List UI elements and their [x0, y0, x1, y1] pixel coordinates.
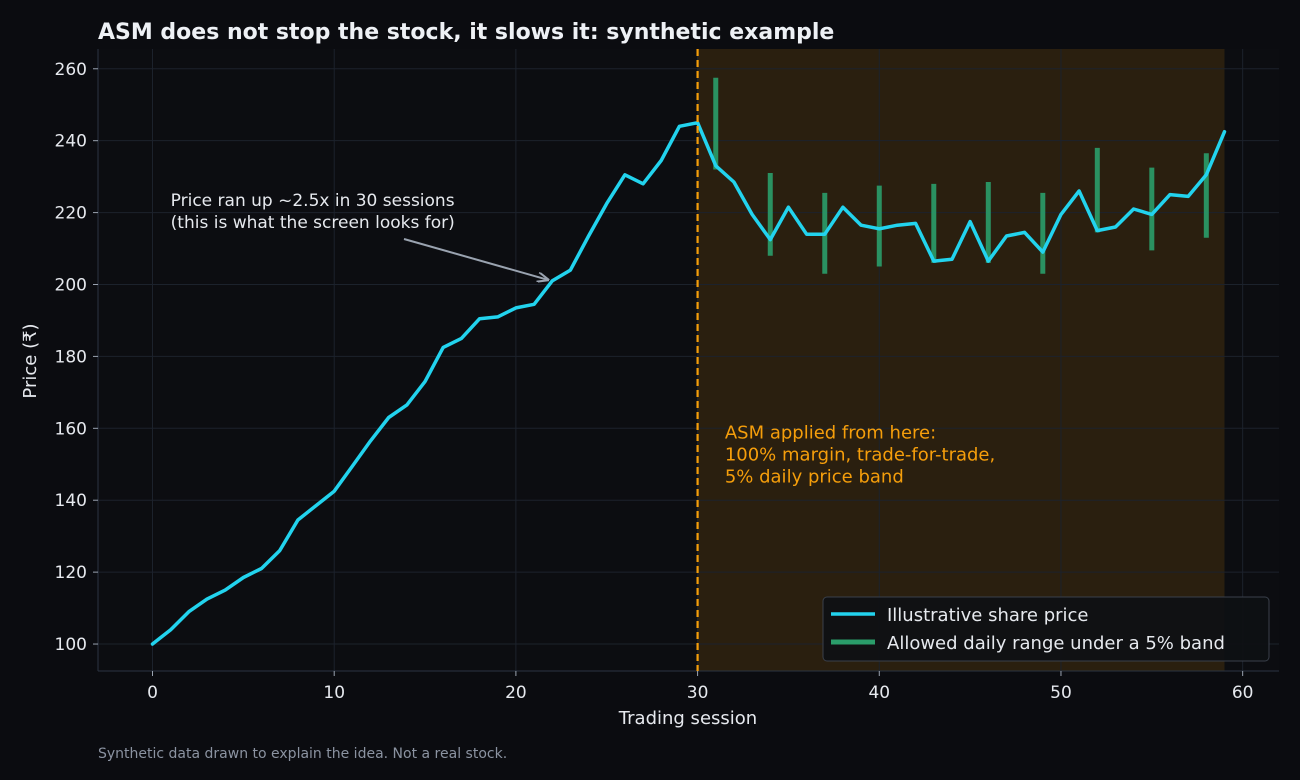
y-tick-label: 260 [55, 60, 87, 80]
annotation-asm-line: 5% daily price band [725, 466, 904, 487]
y-tick-label: 100 [55, 635, 87, 655]
annotation-runup-line: (this is what the screen looks for) [171, 213, 455, 233]
plot-area: 0 10 20 30 40 50 60 100 120 140 160 180 200 220 240 260… [55, 49, 1279, 703]
x-tick-label: 30 [687, 683, 709, 703]
y-tick-label: 180 [55, 347, 87, 367]
x-tick-label: 40 [868, 683, 890, 703]
y-tick-label: 160 [55, 419, 87, 439]
y-tick-label: 240 [55, 132, 87, 152]
y-tick-label: 220 [55, 204, 87, 224]
legend: Illustrative share price Allowed daily ra… [822, 596, 1270, 662]
y-tick-label: 140 [55, 491, 87, 511]
legend-label-price: Illustrative share price [887, 605, 1089, 626]
annotation-asm-line: 100% margin, trade-for-trade, [725, 444, 995, 465]
legend-label-band: Allowed daily range under a 5% band [887, 633, 1225, 654]
y-axis-label: Price (₹) [20, 323, 41, 398]
x-tick-label: 60 [1232, 683, 1254, 703]
x-tick-label: 50 [1050, 683, 1072, 703]
x-tick-label: 20 [505, 683, 527, 703]
y-tick-label: 200 [55, 275, 87, 295]
annotation-runup-line: Price ran up ~2.5x in 30 sessions [171, 191, 455, 211]
asm-shaded-region [697, 49, 1225, 671]
annotation-asm-line: ASM applied from here: [725, 422, 936, 443]
legend-box [822, 596, 1270, 662]
y-tick-label: 120 [55, 563, 87, 583]
price-line [150, 120, 1227, 646]
footnote: Synthetic data drawn to explain the idea… [98, 746, 507, 762]
x-tick-label: 0 [147, 683, 158, 703]
annotation-asm: ASM applied from here: 100% margin, trade… [725, 422, 995, 487]
annotation-arrow [403, 238, 548, 280]
chart-title: ASM does not stop the stock, it slows it… [98, 20, 834, 45]
x-axis-label: Trading session [618, 708, 757, 729]
x-tick-label: 10 [323, 683, 345, 703]
annotation-runup: Price ran up ~2.5x in 30 sessions (this i… [171, 191, 455, 233]
plot-background [98, 49, 1279, 671]
